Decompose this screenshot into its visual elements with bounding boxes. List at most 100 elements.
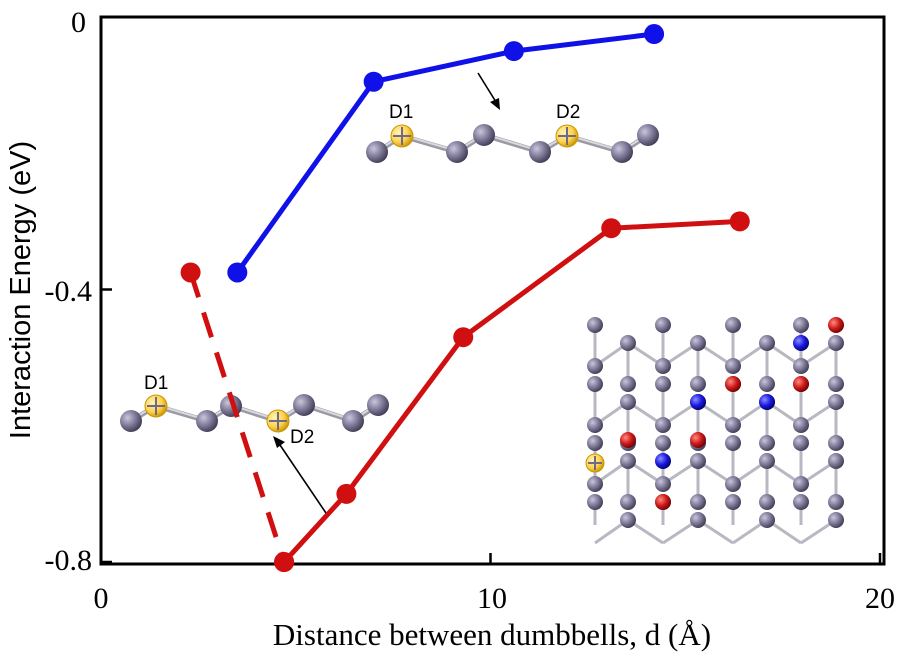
left-chain-atom-0 bbox=[120, 410, 142, 432]
lattice-atom-28 bbox=[690, 453, 706, 469]
lattice-special-atom-7 bbox=[655, 453, 671, 469]
lattice-atom-33 bbox=[725, 358, 741, 374]
lattice-special-atom-4 bbox=[690, 394, 706, 410]
top-chain-dopant-5 bbox=[555, 124, 579, 148]
lattice-special-atom-6 bbox=[620, 432, 636, 448]
lattice-atom-20 bbox=[655, 435, 671, 451]
left-chain-atom-2 bbox=[196, 410, 218, 432]
lattice-atom-56 bbox=[828, 335, 844, 351]
top-chain-atom-7 bbox=[637, 124, 659, 146]
lattice-atom-36 bbox=[725, 435, 741, 451]
lattice-atom-40 bbox=[759, 335, 775, 351]
series-0-point-3 bbox=[644, 24, 665, 45]
lattice-special-atom-8 bbox=[690, 432, 706, 448]
lattice-atom-43 bbox=[759, 435, 775, 451]
lattice-atom-51 bbox=[793, 417, 809, 433]
lattice-atom-29 bbox=[690, 494, 706, 510]
y-tick-label-neg0.8: -0.8 bbox=[45, 544, 93, 577]
lattice-atom-24 bbox=[690, 335, 706, 351]
lattice-atom-32 bbox=[725, 317, 741, 333]
lattice-inset bbox=[578, 302, 868, 545]
top-inset-label-d2: D2 bbox=[556, 102, 580, 123]
top-inset-arrow bbox=[477, 72, 500, 110]
lattice-atom-3 bbox=[587, 417, 603, 433]
left-chain-atom-5 bbox=[293, 394, 315, 416]
lattice-atom-53 bbox=[793, 476, 809, 492]
y-axis-title: Interaction Energy (eV) bbox=[5, 141, 37, 439]
lattice-atom-25 bbox=[690, 376, 706, 392]
lattice-atom-21 bbox=[655, 476, 671, 492]
left-chain-dopant-1 bbox=[144, 394, 168, 418]
lattice-atom-12 bbox=[620, 453, 636, 469]
lattice-atom-49 bbox=[793, 358, 809, 374]
top-chain-atom-3 bbox=[473, 124, 495, 146]
lattice-atom-35 bbox=[725, 417, 741, 433]
lattice-atom-44 bbox=[759, 453, 775, 469]
top-chain-atom-6 bbox=[611, 141, 633, 163]
lattice-atom-46 bbox=[759, 512, 775, 528]
lattice-atom-4 bbox=[587, 435, 603, 451]
lattice-atom-8 bbox=[620, 335, 636, 351]
left-inset-arrow bbox=[273, 436, 329, 517]
lattice-atom-5 bbox=[587, 476, 603, 492]
series-2-point-3 bbox=[601, 218, 622, 239]
left-inset-label-d2: D2 bbox=[290, 427, 314, 448]
x-tick-label-10: 10 bbox=[477, 582, 507, 615]
lattice-atom-48 bbox=[793, 317, 809, 333]
lattice-atom-62 bbox=[828, 512, 844, 528]
axis-ticks bbox=[99, 15, 882, 564]
series-0-line bbox=[235, 31, 655, 274]
series-1-line bbox=[188, 271, 287, 563]
left-chain-atom-6 bbox=[342, 410, 364, 432]
series-1-point-0 bbox=[180, 262, 201, 283]
series-2-point-4 bbox=[729, 211, 750, 232]
left-inset-chain bbox=[120, 394, 389, 433]
lattice-atom-37 bbox=[725, 476, 741, 492]
lattice-special-atom-2 bbox=[725, 376, 741, 392]
x-axis-title: Distance between dumbbells, d (Å) bbox=[273, 617, 711, 652]
lattice-atom-61 bbox=[828, 494, 844, 510]
series-0-point-1 bbox=[363, 71, 384, 92]
y-tick-label-neg0.4: -0.4 bbox=[45, 275, 93, 308]
series-0 bbox=[227, 24, 665, 283]
lattice-atom-2 bbox=[587, 376, 603, 392]
lattice-atom-10 bbox=[620, 394, 636, 410]
lattice-special-atom-9 bbox=[655, 494, 671, 510]
lattice-atom-41 bbox=[759, 376, 775, 392]
lattice-background bbox=[578, 302, 868, 530]
y-tick-label-0: 0 bbox=[71, 6, 86, 39]
top-chain-atom-0 bbox=[366, 141, 388, 163]
lattice-atom-17 bbox=[655, 358, 671, 374]
lattice-atom-38 bbox=[725, 494, 741, 510]
series-0-point-2 bbox=[503, 41, 524, 62]
lattice-dopant-atom bbox=[585, 453, 605, 473]
left-chain-dopant-4 bbox=[266, 409, 290, 433]
top-inset-label-d1: D1 bbox=[389, 102, 413, 123]
series-0-point-0 bbox=[227, 262, 248, 283]
lattice-atom-60 bbox=[828, 453, 844, 469]
series-2-point-1 bbox=[336, 483, 357, 504]
lattice-atom-16 bbox=[655, 317, 671, 333]
lattice-atom-52 bbox=[793, 435, 809, 451]
series-2-point-2 bbox=[453, 327, 474, 348]
lattice-atom-18 bbox=[655, 376, 671, 392]
lattice-atom-13 bbox=[620, 494, 636, 510]
lattice-atoms bbox=[585, 317, 844, 528]
lattice-atom-54 bbox=[793, 494, 809, 510]
top-chain-atom-2 bbox=[446, 141, 468, 163]
lattice-special-atom-1 bbox=[793, 335, 809, 351]
x-tick-label-20: 20 bbox=[865, 582, 895, 615]
lattice-atom-1 bbox=[587, 358, 603, 374]
left-inset-label-d1: D1 bbox=[144, 373, 168, 394]
series-2 bbox=[274, 211, 750, 572]
x-tick-label-0: 0 bbox=[94, 582, 109, 615]
lattice-special-atom-0 bbox=[828, 317, 844, 333]
top-chain-dopant-1 bbox=[390, 124, 414, 148]
lattice-atom-0 bbox=[587, 317, 603, 333]
data-series bbox=[180, 24, 750, 572]
lattice-special-atom-5 bbox=[759, 394, 775, 410]
lattice-atom-59 bbox=[828, 435, 844, 451]
lattice-atom-6 bbox=[587, 494, 603, 510]
lattice-atom-45 bbox=[759, 494, 775, 510]
